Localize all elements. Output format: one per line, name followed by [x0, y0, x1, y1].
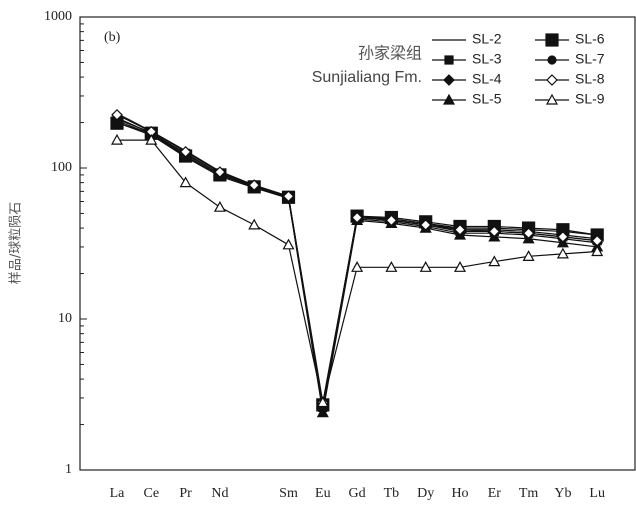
data-point	[179, 176, 192, 188]
y-tick-label: 1	[65, 462, 72, 477]
data-point	[453, 261, 467, 272]
data-point	[179, 145, 192, 158]
legend-label: SL-7	[575, 51, 605, 67]
x-tick-label: Sm	[279, 486, 298, 501]
x-tick-label: Tm	[519, 486, 539, 501]
data-point	[522, 250, 535, 261]
plot-frame	[79, 16, 636, 471]
legend-marker	[443, 74, 455, 86]
y-tick-label: 100	[51, 160, 72, 175]
data-point	[145, 133, 158, 145]
x-tick-label: Nd	[211, 486, 228, 501]
x-tick-label: La	[110, 486, 126, 501]
x-tick-label: Eu	[315, 486, 331, 501]
data-point	[248, 218, 261, 230]
legend-marker	[545, 33, 559, 47]
data-point	[351, 261, 364, 272]
data-point	[591, 245, 604, 257]
data-point	[522, 227, 535, 240]
y-tick-label: 10	[58, 311, 72, 326]
data-point	[282, 238, 295, 250]
y-axis-label: 样品/球粒陨石	[9, 202, 24, 284]
data-point	[111, 108, 123, 121]
data-point	[248, 179, 261, 191]
x-tick-label: Ho	[451, 486, 468, 501]
y-tick-label: 1000	[44, 9, 72, 24]
x-tick-label: Pr	[179, 486, 192, 501]
data-point	[214, 166, 226, 178]
data-point	[419, 261, 432, 272]
legend-label: SL-8	[575, 71, 605, 87]
x-tick-label: Er	[488, 486, 502, 501]
annotation: 孙家梁组	[358, 44, 422, 63]
x-tick-label: Tb	[384, 486, 400, 501]
data-point	[556, 247, 569, 259]
data-point	[351, 211, 363, 224]
legend-marker	[546, 74, 558, 86]
data-point	[488, 255, 501, 267]
subtitle: Sunjialiang Fm.	[312, 69, 422, 86]
legend-label: SL-5	[472, 91, 502, 107]
x-tick-label: Ce	[144, 486, 160, 501]
data-point	[316, 396, 329, 408]
x-tick-label: Dy	[417, 486, 434, 501]
legend-marker	[545, 93, 559, 105]
legend-label: SL-2	[472, 31, 502, 47]
data-point	[385, 214, 398, 227]
data-point	[213, 200, 226, 212]
data-point	[557, 230, 569, 243]
legend-label: SL-9	[575, 91, 605, 107]
data-point	[385, 261, 398, 272]
legend-marker	[547, 55, 557, 65]
legend-label: SL-4	[472, 71, 502, 87]
data-point	[110, 133, 124, 145]
x-tick-label: Gd	[349, 486, 366, 501]
legend-label: SL-6	[575, 31, 605, 47]
legend-marker	[444, 55, 454, 65]
legend-marker	[442, 93, 456, 105]
legend-label: SL-3	[472, 51, 502, 67]
x-tick-label: Yb	[554, 486, 571, 501]
data-point	[488, 225, 501, 238]
x-tick-label: Lu	[589, 486, 605, 501]
data-point	[282, 190, 295, 203]
data-point	[316, 406, 329, 418]
data-point	[419, 219, 432, 231]
data-point	[454, 223, 466, 236]
panel-label: (b)	[104, 30, 121, 45]
